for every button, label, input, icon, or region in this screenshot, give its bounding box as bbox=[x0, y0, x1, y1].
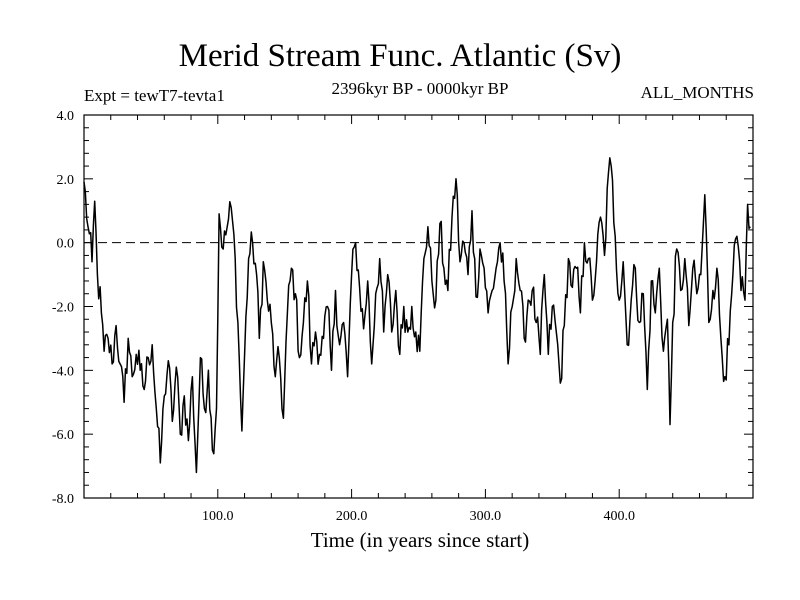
x-tick-label: 400.0 bbox=[603, 509, 635, 524]
y-tick-label: 4.0 bbox=[57, 109, 75, 124]
x-axis-ticks: 100.0 200.0 300.0 400.0 bbox=[110, 115, 727, 524]
expt-label: Expt = tewT7-tevta1 bbox=[84, 86, 225, 105]
y-tick-label: -8.0 bbox=[52, 492, 74, 507]
chart-title: Merid Stream Func. Atlantic (Sv) bbox=[178, 38, 622, 74]
x-tick-label: 100.0 bbox=[202, 509, 234, 524]
y-tick-label: -2.0 bbox=[52, 301, 74, 316]
y-tick-label: -4.0 bbox=[52, 364, 74, 379]
series-line bbox=[83, 157, 751, 474]
x-tick-label: 200.0 bbox=[336, 509, 368, 524]
plot-frame bbox=[83, 114, 754, 499]
y-tick-label: -6.0 bbox=[52, 428, 74, 443]
y-axis-ticks: 4.0 2.0 0.0 -2.0 -4.0 -6.0 -8.0 bbox=[52, 109, 753, 507]
y-tick-label: 0.0 bbox=[57, 237, 75, 252]
y-tick-label: 2.0 bbox=[57, 173, 75, 188]
period-label: 2396kyr BP - 0000kyr BP bbox=[331, 79, 509, 98]
x-tick-label: 300.0 bbox=[470, 509, 502, 524]
x-axis-label: Time (in years since start) bbox=[310, 528, 530, 552]
months-label: ALL_MONTHS bbox=[640, 83, 754, 102]
